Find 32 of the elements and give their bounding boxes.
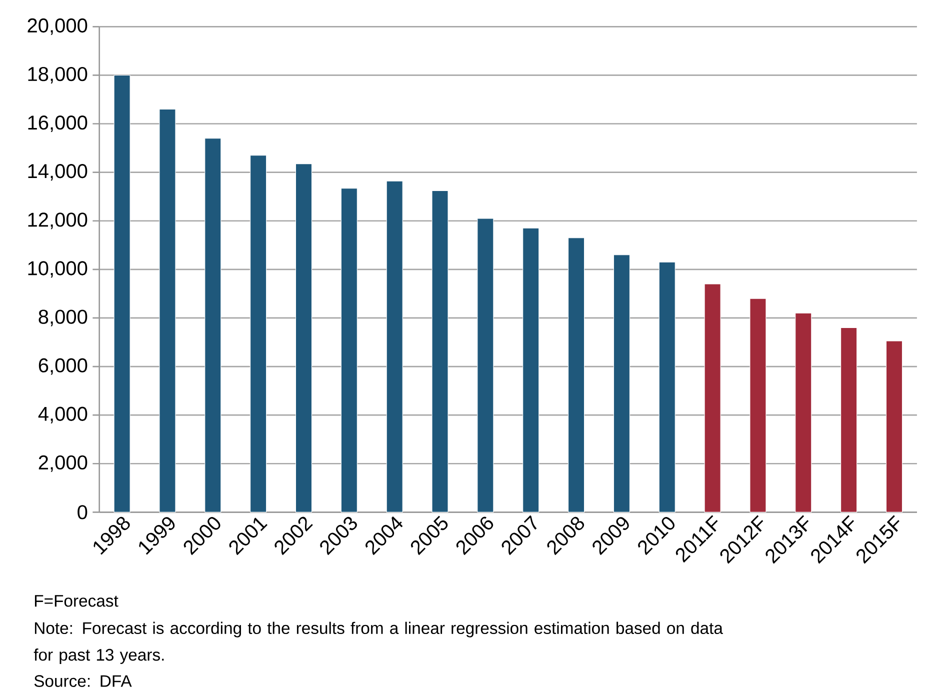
text: F=Forecast xyxy=(34,595,118,607)
bar xyxy=(658,262,676,512)
bar xyxy=(704,284,721,512)
y-tick-label: 20,000 xyxy=(28,18,88,35)
y-tick-label: 2,000 xyxy=(38,455,88,472)
y-tick-label: 8,000 xyxy=(38,310,88,326)
y-tick-label: 10,000 xyxy=(28,261,88,278)
bar xyxy=(886,340,903,512)
bar xyxy=(114,74,130,512)
bar xyxy=(477,218,494,512)
bar xyxy=(159,108,176,512)
y-tick-label: 0 xyxy=(78,504,88,520)
text: Note: Forecast is according to the results from a linear regression estimation based on data for past 13 years. xyxy=(34,622,723,664)
bar xyxy=(795,312,812,512)
bar xyxy=(204,138,222,512)
bar xyxy=(613,254,630,512)
y-tick-label: 12,000 xyxy=(28,212,88,230)
source-note: Source: DFA xyxy=(34,675,132,687)
bar xyxy=(250,154,267,512)
y-tick-label: 16,000 xyxy=(28,115,88,132)
y-tick-label: 18,000 xyxy=(28,66,88,84)
y-tick-label: 4,000 xyxy=(38,406,88,424)
bar xyxy=(386,180,403,512)
y-tick-label: 6,000 xyxy=(38,358,88,375)
bar xyxy=(340,188,358,512)
bar xyxy=(750,298,766,512)
y-tick-label: 14,000 xyxy=(28,164,88,180)
bar xyxy=(295,163,312,512)
bar xyxy=(432,190,448,512)
bar xyxy=(840,327,858,512)
bar xyxy=(522,228,540,512)
bar xyxy=(568,237,585,512)
